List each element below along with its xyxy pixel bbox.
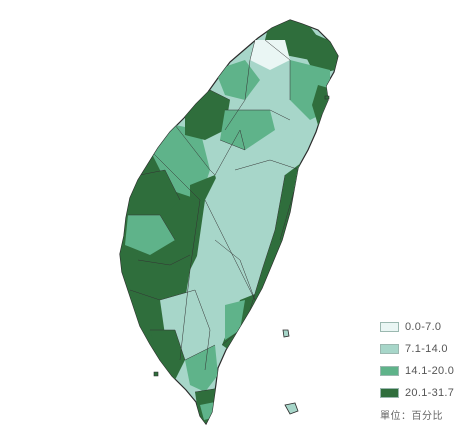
legend-swatch — [380, 366, 399, 376]
legend-item: 0.0-7.0 — [380, 316, 466, 338]
taichung-plain — [150, 125, 210, 200]
unit-label: 單位：百分比 — [380, 411, 443, 422]
hsinchu-mountains — [220, 110, 275, 150]
taiwan-main-island — [119, 19, 339, 426]
legend-label: 7.1-14.0 — [405, 343, 448, 355]
changhua-plain — [140, 170, 180, 215]
pingtung-plain — [150, 330, 185, 380]
legend-swatch — [380, 322, 399, 332]
yunlin-plain — [125, 215, 175, 255]
orchid-island — [284, 402, 299, 415]
legend-item: 20.1-31.7 — [380, 382, 466, 404]
legend-item: 7.1-14.0 — [380, 338, 466, 360]
new-taipei-inner — [250, 40, 290, 70]
liuqiu-island — [153, 371, 159, 377]
outlying-islands — [153, 95, 330, 415]
central-mountain-region — [195, 120, 300, 330]
map-legend: 0.0-7.0 7.1-14.0 14.1-20.0 20.1-31.7 單位：… — [380, 316, 466, 422]
legend-swatch — [380, 344, 399, 354]
green-island — [282, 329, 290, 338]
legend-label: 0.0-7.0 — [405, 321, 442, 333]
pingtung-mid — [185, 345, 218, 392]
district-boundaries — [128, 39, 301, 393]
legend-label: 14.1-20.0 — [405, 365, 455, 377]
hualien-coast — [250, 160, 305, 310]
guishan-island — [324, 95, 330, 100]
legend-label: 20.1-31.7 — [405, 387, 455, 399]
legend-swatch — [380, 388, 399, 398]
legend-item: 14.1-20.0 — [380, 360, 466, 382]
